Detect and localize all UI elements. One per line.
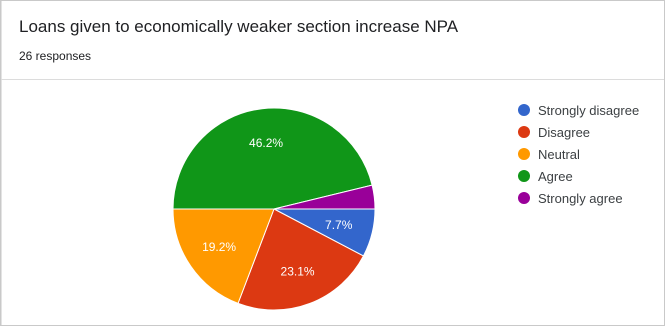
pie-slice-neutral[interactable] [172,208,275,305]
legend-label: Agree [538,168,573,184]
legend-swatch [518,192,530,204]
legend-swatch [518,148,530,160]
legend-label: Strongly disagree [538,102,640,118]
legend-swatch [518,170,530,182]
header-divider [1,79,664,80]
legend-item-agree[interactable]: Agree [518,165,639,187]
legend-item-neutral[interactable]: Neutral [518,143,639,165]
pie-slice-strongly-agree[interactable] [273,184,376,210]
slice-value-label: 7.7% [325,218,353,232]
slice-value-label: 46.2% [249,136,283,150]
legend-label: Strongly agree [538,190,623,206]
legend-swatch [518,104,530,116]
response-count: 26 responses [19,49,92,63]
legend-item-strongly-disagree[interactable]: Strongly disagree [518,99,639,121]
slice-value-label: 19.2% [202,240,236,254]
pie-slice-disagree[interactable] [237,208,365,311]
pie-slice-agree[interactable] [172,107,373,210]
legend-label: Disagree [538,124,591,140]
slice-value-label: 23.1% [281,264,315,278]
chart-title: Loans given to economically weaker secti… [19,17,459,36]
legend-swatch [518,126,530,138]
chart-legend: Strongly disagree Disagree Neutral Agree… [518,99,639,209]
legend-label: Neutral [538,146,580,162]
legend-item-disagree[interactable]: Disagree [518,121,639,143]
legend-item-strongly-agree[interactable]: Strongly agree [518,187,639,209]
